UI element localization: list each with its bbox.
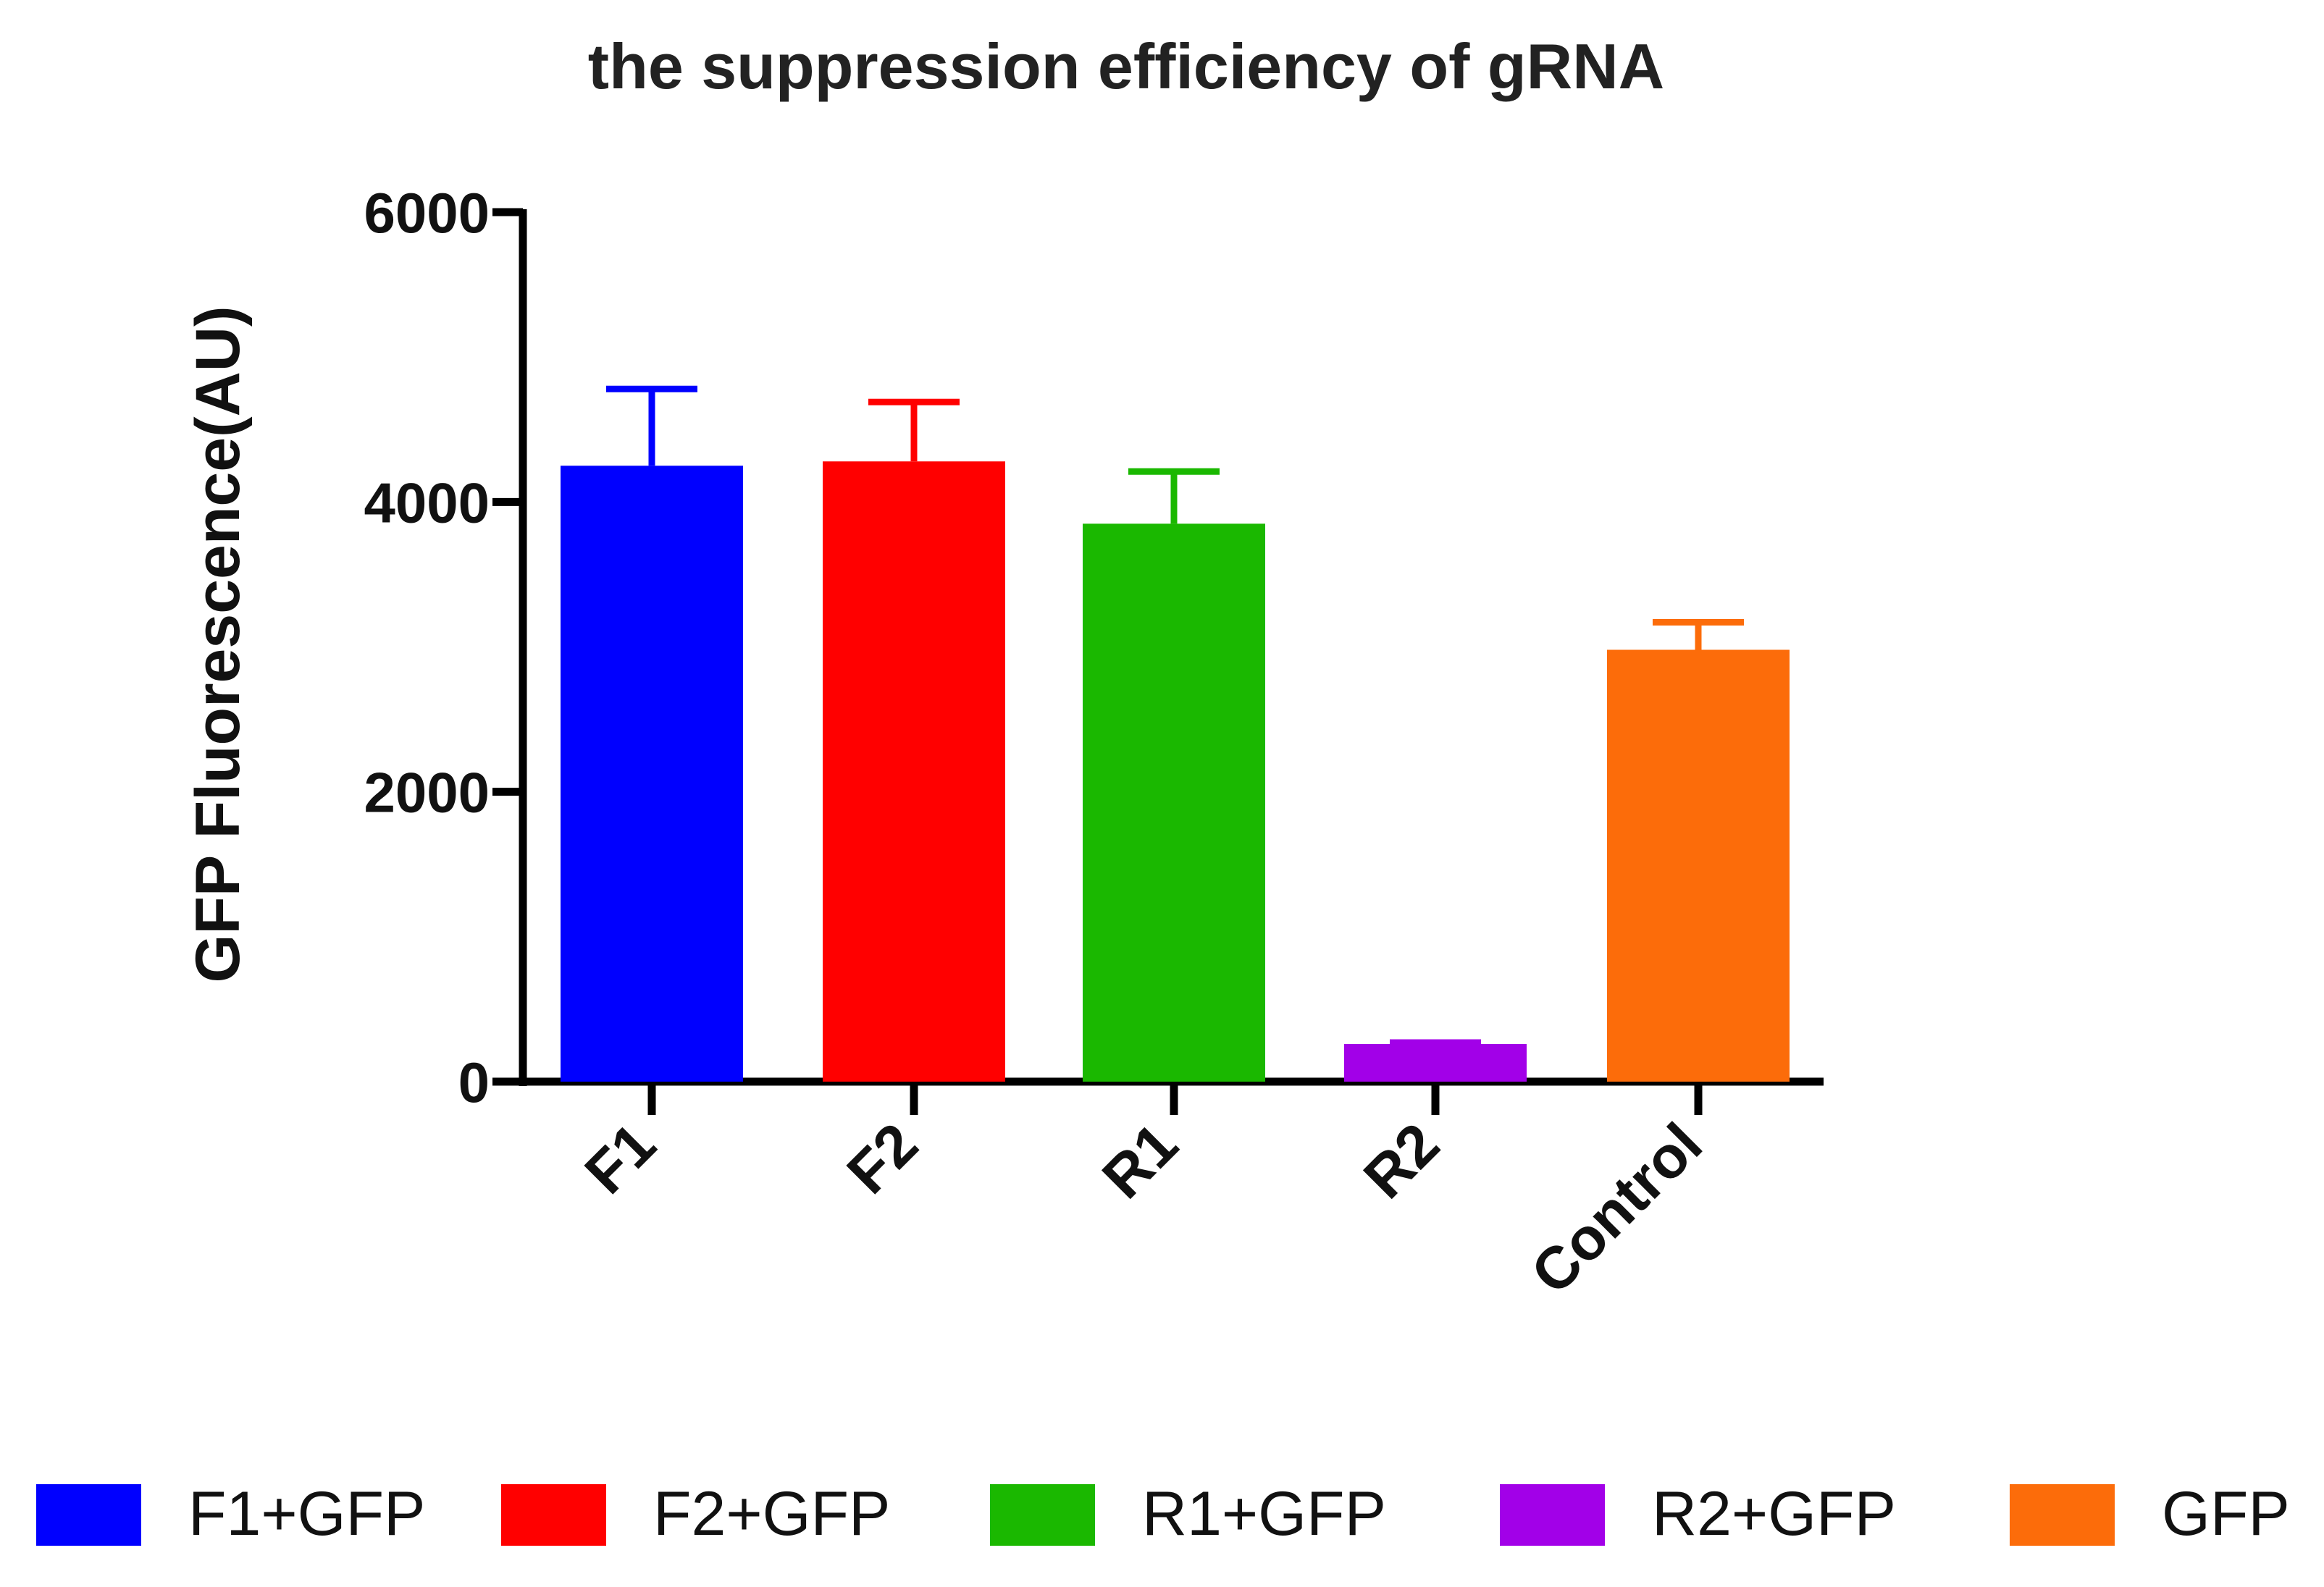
bar — [823, 461, 1005, 1082]
legend-label: F2+GFP — [653, 1479, 890, 1549]
legend-label: R2+GFP — [1652, 1479, 1896, 1549]
x-tick-label: R2 — [1351, 1111, 1451, 1211]
legend: F1+GFP F2+GFP R1+GFP R2+GFP GFP — [36, 1479, 2290, 1549]
legend-label: GFP — [2162, 1479, 2290, 1549]
legend-label: R1+GFP — [1142, 1479, 1386, 1549]
legend-swatch — [501, 1484, 606, 1546]
x-tick-label: R1 — [1090, 1111, 1190, 1211]
y-tick-label: 6000 — [364, 181, 490, 245]
chart-title: the suppression efficiency of gRNA — [588, 30, 1664, 102]
legend-swatch — [36, 1484, 141, 1546]
bar — [1083, 523, 1265, 1082]
bar — [1344, 1043, 1527, 1082]
x-tick-label: Control — [1519, 1111, 1714, 1306]
y-tick-label: 2000 — [364, 761, 490, 825]
y-tick-label: 4000 — [364, 471, 490, 534]
y-tick-label: 0 — [458, 1051, 490, 1114]
legend-swatch — [1500, 1484, 1605, 1546]
legend-swatch — [2010, 1484, 2115, 1546]
legend-swatch — [990, 1484, 1095, 1546]
x-tick-label: F2 — [835, 1111, 931, 1206]
y-axis-label: GFP Fluorescence(AU) — [183, 306, 253, 982]
plot-area: 0 2000 4000 6000 F1 F2 R1 R2 Control — [364, 181, 1824, 1307]
bar — [1607, 649, 1790, 1082]
legend-label: F1+GFP — [188, 1479, 425, 1549]
x-tick-label: F1 — [573, 1111, 668, 1206]
bar — [561, 466, 743, 1082]
